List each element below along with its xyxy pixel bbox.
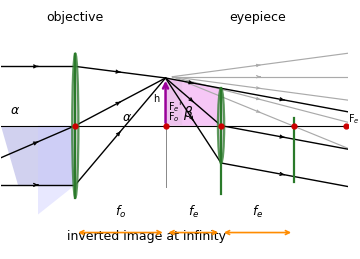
Text: eyepiece: eyepiece: [229, 11, 286, 24]
Text: F$_e$': F$_e$': [168, 100, 182, 114]
Text: F$_o$: F$_o$: [168, 110, 180, 124]
Polygon shape: [1, 126, 75, 185]
Polygon shape: [166, 78, 221, 126]
Text: f$_e$: f$_e$: [252, 204, 263, 220]
Text: $\beta$: $\beta$: [183, 104, 193, 122]
Text: h: h: [153, 94, 159, 104]
Ellipse shape: [72, 54, 78, 198]
Polygon shape: [38, 126, 75, 214]
Text: objective: objective: [47, 11, 104, 24]
Text: $\alpha$: $\alpha$: [10, 104, 19, 117]
Text: f$_o$: f$_o$: [115, 204, 126, 220]
Text: inverted image at infinity: inverted image at infinity: [67, 230, 226, 243]
Polygon shape: [182, 81, 221, 126]
Text: f$_e$: f$_e$: [188, 204, 199, 220]
Text: F$_e$: F$_e$: [348, 112, 359, 126]
Ellipse shape: [218, 88, 224, 163]
Text: $\alpha$: $\alpha$: [122, 111, 132, 124]
